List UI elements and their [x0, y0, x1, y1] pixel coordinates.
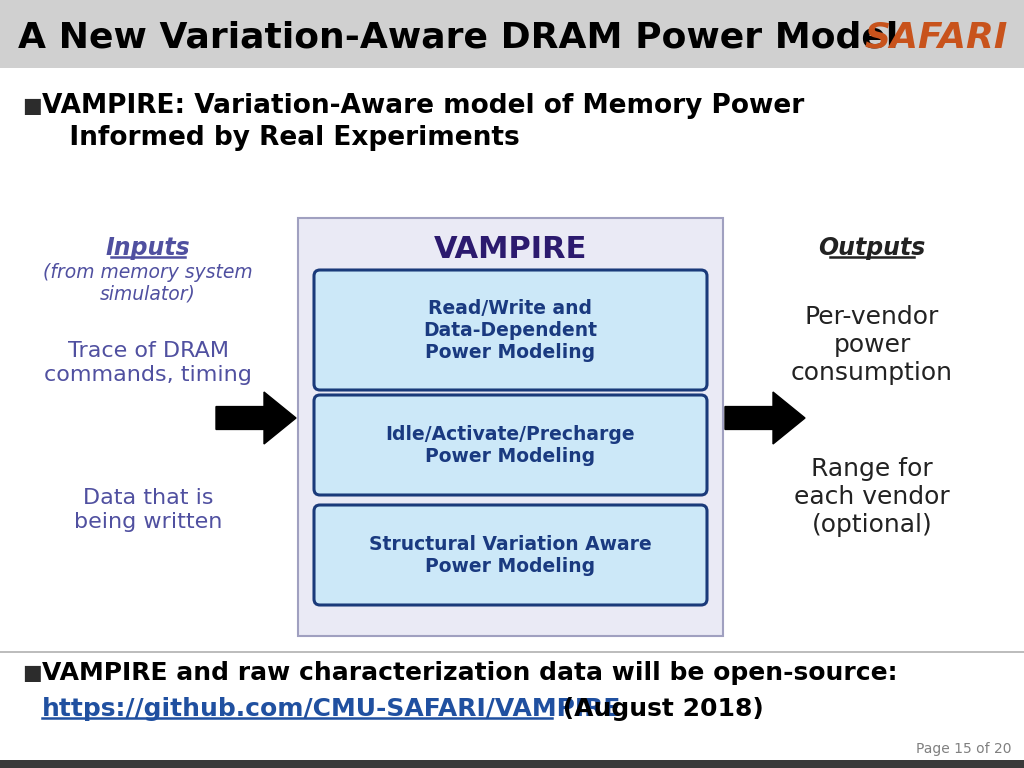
FancyBboxPatch shape — [0, 760, 1024, 768]
FancyBboxPatch shape — [314, 270, 707, 390]
Text: (from memory system
simulator): (from memory system simulator) — [43, 263, 253, 304]
Text: Informed by Real Experiments: Informed by Real Experiments — [42, 125, 520, 151]
Polygon shape — [725, 392, 805, 444]
FancyBboxPatch shape — [314, 505, 707, 605]
Text: Data that is
being written: Data that is being written — [74, 488, 222, 531]
Text: A New Variation-Aware DRAM Power Model: A New Variation-Aware DRAM Power Model — [18, 21, 898, 55]
Text: VAMPIRE: Variation-Aware model of Memory Power: VAMPIRE: Variation-Aware model of Memory… — [42, 93, 804, 119]
FancyBboxPatch shape — [314, 395, 707, 495]
FancyBboxPatch shape — [298, 218, 723, 636]
Text: ■: ■ — [22, 96, 42, 116]
Text: Inputs: Inputs — [105, 236, 190, 260]
Text: Outputs: Outputs — [818, 236, 926, 260]
Text: https://github.com/CMU-SAFARI/VAMPIRE: https://github.com/CMU-SAFARI/VAMPIRE — [42, 697, 622, 721]
Text: Page 15 of 20: Page 15 of 20 — [916, 742, 1012, 756]
Text: ■: ■ — [22, 663, 42, 683]
Text: SAFARI: SAFARI — [864, 21, 1008, 55]
Text: (August 2018): (August 2018) — [554, 697, 764, 721]
Text: VAMPIRE: VAMPIRE — [434, 236, 587, 264]
Text: VAMPIRE and raw characterization data will be open-source:: VAMPIRE and raw characterization data wi… — [42, 661, 897, 685]
Text: Read/Write and
Data-Dependent
Power Modeling: Read/Write and Data-Dependent Power Mode… — [424, 299, 597, 362]
Text: Structural Variation Aware
Power Modeling: Structural Variation Aware Power Modelin… — [369, 535, 652, 575]
Text: Trace of DRAM
commands, timing: Trace of DRAM commands, timing — [44, 342, 252, 385]
Polygon shape — [216, 392, 296, 444]
Text: Idle/Activate/Precharge
Power Modeling: Idle/Activate/Precharge Power Modeling — [386, 425, 635, 465]
Text: Per-vendor
power
consumption: Per-vendor power consumption — [791, 305, 953, 385]
Text: Range for
each vendor
(optional): Range for each vendor (optional) — [795, 457, 950, 537]
FancyBboxPatch shape — [0, 0, 1024, 68]
